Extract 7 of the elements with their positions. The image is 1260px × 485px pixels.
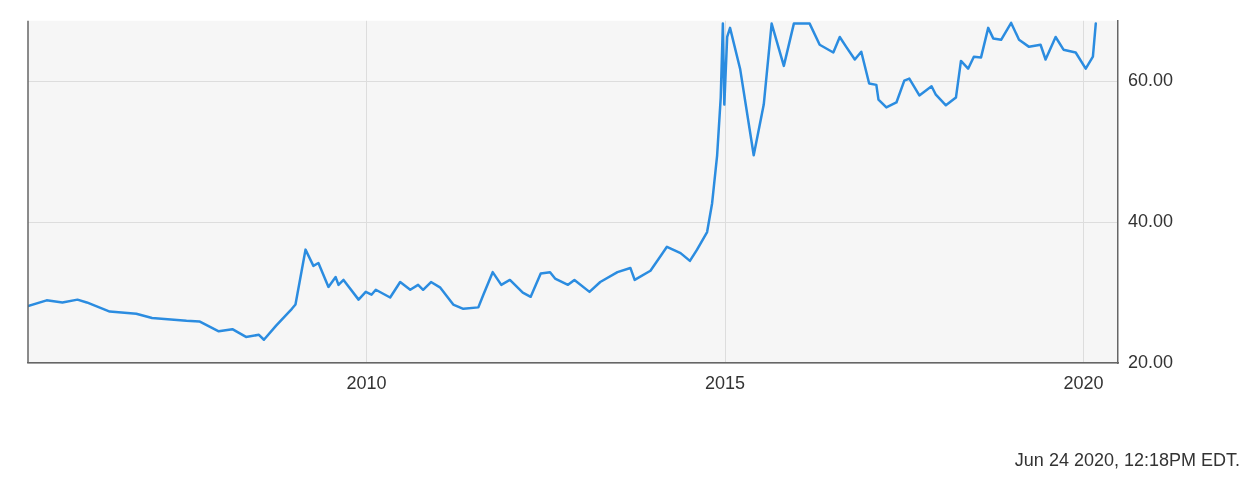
y-tick-label: 20.00	[1128, 351, 1174, 372]
x-tick-label: 2020	[1063, 372, 1104, 393]
y-tick-label: 40.00	[1128, 211, 1174, 232]
x-tick-label: 2010	[346, 372, 387, 393]
text: Jun 24 2020, 12:18PM EDT.	[1014, 450, 1240, 471]
x-tick-label: 2015	[705, 372, 746, 393]
y-tick-label: 60.00	[1128, 70, 1174, 91]
